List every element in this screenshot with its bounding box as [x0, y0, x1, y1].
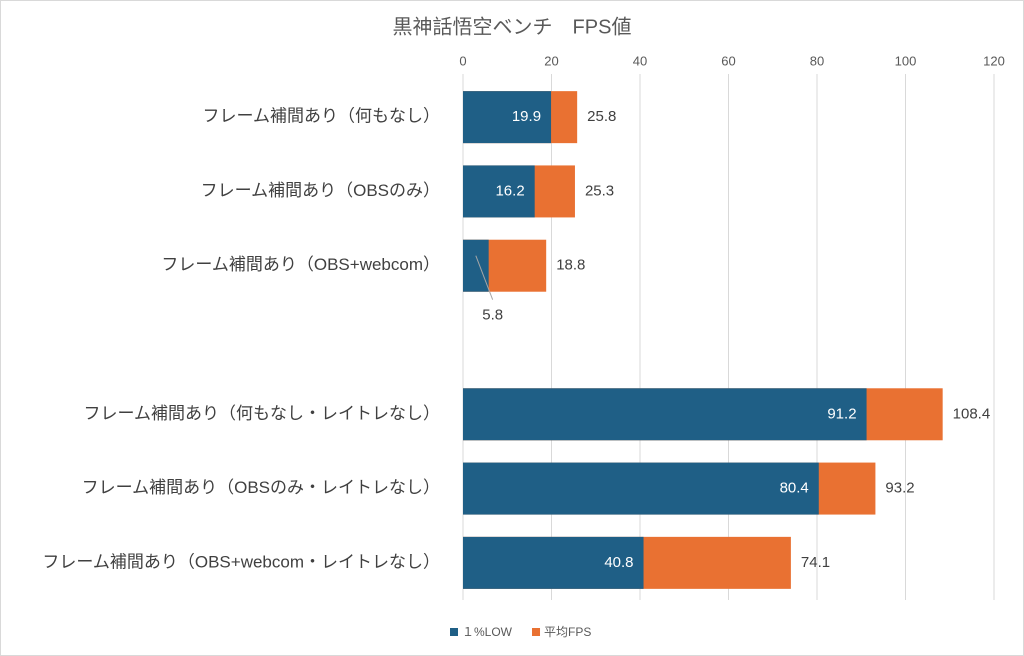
data-label: 25.8: [587, 108, 616, 125]
bar: [463, 388, 867, 441]
data-label: 5.8: [482, 307, 503, 324]
bar: [463, 239, 489, 292]
category-label: フレーム補間あり（OBSのみ・レイトレなし）: [82, 478, 440, 497]
data-label: 40.8: [604, 554, 633, 571]
bar: [463, 165, 535, 218]
bar: [463, 91, 552, 144]
legend-swatch: [450, 628, 458, 636]
data-label: 74.1: [801, 554, 830, 571]
x-tick-label: 0: [459, 53, 466, 68]
data-label: 25.3: [585, 182, 614, 199]
legend-label: １%LOW: [462, 625, 513, 639]
data-label: 93.2: [885, 480, 914, 497]
data-label: 80.4: [780, 480, 809, 497]
leader-line: [475, 255, 494, 300]
legend-swatch: [532, 628, 541, 636]
x-tick-label: 80: [810, 53, 824, 68]
category-label: フレーム補間あり（OBSのみ）: [201, 181, 440, 200]
category-label: フレーム補間あり（何もなし・レイトレなし）: [84, 404, 441, 423]
x-tick-label: 40: [633, 53, 647, 68]
x-tick-label: 60: [721, 53, 735, 68]
data-label: 18.8: [556, 257, 585, 274]
x-tick-label: 120: [983, 53, 1005, 68]
data-label: 16.2: [495, 182, 524, 199]
data-label: 108.4: [953, 405, 991, 422]
category-label: フレーム補間あり（何もなし）: [203, 107, 441, 126]
bar: [463, 462, 819, 515]
category-label: フレーム補間あり（OBS+webcom・レイトレなし）: [42, 552, 440, 571]
x-tick-label: 20: [544, 53, 558, 68]
data-label: 19.9: [512, 108, 541, 125]
bar: [463, 536, 644, 589]
category-label: フレーム補間あり（OBS+webcom）: [161, 255, 440, 274]
x-tick-label: 100: [895, 53, 917, 68]
data-label: 91.2: [827, 405, 856, 422]
chart-title: 黒神話悟空ベンチ FPS値: [393, 15, 632, 38]
legend-label: 平均FPS: [544, 625, 591, 639]
